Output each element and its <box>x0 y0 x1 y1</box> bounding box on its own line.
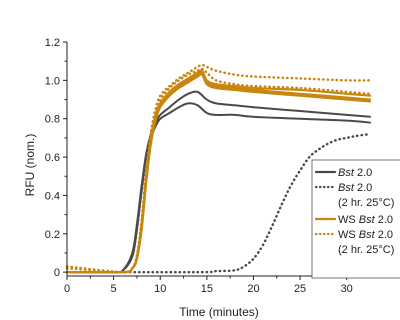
y-tick-label: 0.6 <box>45 152 60 164</box>
y-ticks: 0 0.2 0.4 0.6 0.8 1.0 1.2 <box>45 37 67 279</box>
series-line <box>65 132 372 274</box>
series-layer <box>65 63 372 274</box>
legend-label: (2 hr. 25°C) <box>338 197 394 209</box>
legend-label: Bst 2.0 <box>338 167 372 179</box>
legend-items: Bst 2.0 Bst 2.0 (2 hr. 25°C) WS Bst 2.0 WS B… <box>314 167 394 256</box>
x-ticks: 0 5 10 15 20 25 30 <box>64 276 353 295</box>
x-tick-label: 10 <box>154 283 166 295</box>
legend-label: Bst 2.0 <box>338 182 372 194</box>
y-tick-label: 1.0 <box>45 75 60 87</box>
plot-area <box>65 63 372 274</box>
legend-label: WS Bst 2.0 <box>338 229 393 241</box>
axes: 0 5 10 15 20 25 30 0 0.2 0.4 0.6 0.8 1.0 1.2 <box>45 37 370 295</box>
y-tick-label: 0 <box>54 267 60 279</box>
x-tick-label: 30 <box>341 283 353 295</box>
x-tick-label: 0 <box>64 283 70 295</box>
x-tick-label: 15 <box>201 283 213 295</box>
x-tick-label: 20 <box>247 283 259 295</box>
y-tick-label: 0.4 <box>45 190 60 202</box>
y-tick-label: 0.2 <box>45 229 60 241</box>
series-line <box>66 102 371 274</box>
y-tick-label: 1.2 <box>45 37 60 49</box>
legend-label: WS Bst 2.0 <box>338 214 393 226</box>
x-axis-title: Time (minutes) <box>179 305 259 319</box>
y-tick-label: 0.8 <box>45 114 60 126</box>
x-tick-label: 5 <box>111 283 117 295</box>
legend-label: (2 hr. 25°C) <box>338 244 394 256</box>
series-line <box>65 67 372 274</box>
legend: Bst 2.0 Bst 2.0 (2 hr. 25°C) WS Bst 2.0 WS B… <box>311 159 400 279</box>
y-axis-title: RFU (nom.) <box>23 134 37 197</box>
x-tick-label: 25 <box>294 283 306 295</box>
